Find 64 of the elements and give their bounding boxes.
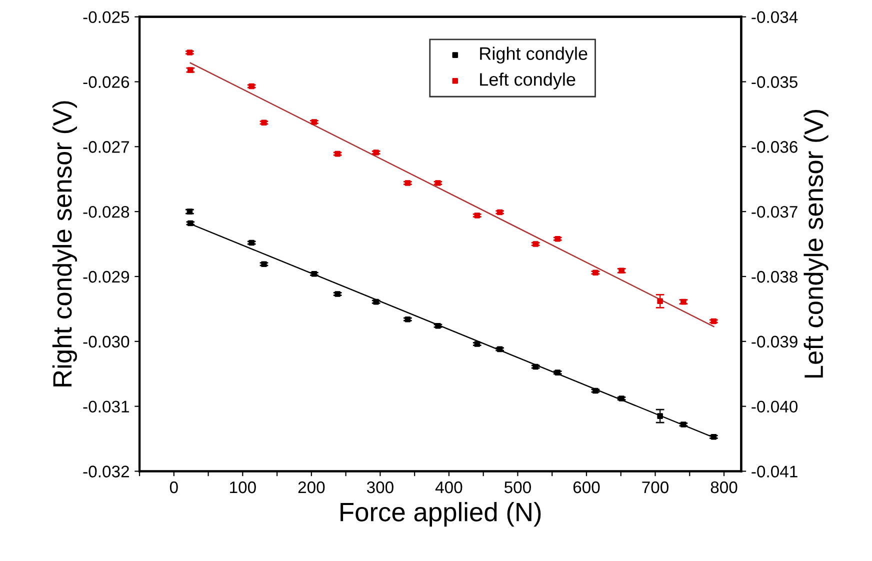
x-tick-label: 400 xyxy=(435,481,462,494)
point xyxy=(311,119,318,125)
x-tick-label: 600 xyxy=(573,481,600,494)
x-tick-label: 300 xyxy=(366,481,394,494)
x-axis-title: Force applied (N) xyxy=(340,502,541,527)
point xyxy=(474,212,480,218)
y2-tick-label: -0.036 xyxy=(752,141,798,153)
point xyxy=(680,422,686,428)
point xyxy=(188,220,194,226)
point xyxy=(657,413,663,419)
x-tick-label: 500 xyxy=(504,481,531,494)
y2-tick-label: -0.037 xyxy=(752,206,798,218)
point xyxy=(186,208,193,214)
y2-tick-label: -0.039 xyxy=(752,336,798,348)
x-tick-label: 0 xyxy=(170,481,178,494)
legend-label: Left condyle xyxy=(480,72,576,90)
y-tick-label: -0.029 xyxy=(83,270,130,283)
point xyxy=(404,316,411,322)
point xyxy=(404,180,411,186)
point xyxy=(618,268,624,274)
point xyxy=(618,396,624,402)
point xyxy=(474,341,480,347)
y-tick-label: -0.025 xyxy=(83,11,130,24)
point xyxy=(592,388,598,394)
x-tick-label: 800 xyxy=(710,481,738,494)
point xyxy=(248,240,254,246)
y-tick-label: -0.030 xyxy=(83,336,130,348)
point xyxy=(554,236,560,242)
x-tick-label: 700 xyxy=(642,481,668,494)
y2-tick-label: -0.041 xyxy=(752,466,798,478)
y2-tick-label: -0.034 xyxy=(752,11,798,24)
point xyxy=(710,318,717,324)
y2-tick-label: -0.038 xyxy=(752,270,798,283)
point xyxy=(373,150,379,156)
point xyxy=(334,291,340,297)
point xyxy=(532,241,538,247)
point xyxy=(592,270,598,276)
point xyxy=(680,298,686,305)
point xyxy=(710,434,717,440)
y-tick-label: -0.032 xyxy=(83,466,129,478)
point xyxy=(334,150,340,157)
point xyxy=(435,322,441,329)
point xyxy=(311,271,318,277)
y2-tick-label: -0.040 xyxy=(752,400,798,413)
point xyxy=(554,370,560,376)
x-tick-label: 200 xyxy=(298,481,325,494)
point xyxy=(186,50,193,56)
point xyxy=(496,209,503,216)
y-axis-title: Right condyle sensor (V) xyxy=(52,101,77,386)
point xyxy=(373,298,379,305)
y-tick-label: -0.031 xyxy=(83,400,129,413)
y-tick-label: -0.027 xyxy=(83,141,129,153)
point xyxy=(496,346,503,352)
y2-tick-label: -0.035 xyxy=(752,76,798,88)
legend-label: Right condyle xyxy=(480,46,588,64)
y-tick-label: -0.026 xyxy=(83,76,130,88)
y-tick-label: -0.028 xyxy=(83,206,130,218)
point xyxy=(532,364,538,370)
point xyxy=(248,83,254,90)
point xyxy=(657,298,663,304)
point xyxy=(435,180,441,186)
point xyxy=(188,67,194,73)
y2-axis-title: Left condyle sensor (V) xyxy=(804,110,828,378)
x-tick-label: 100 xyxy=(230,481,256,494)
